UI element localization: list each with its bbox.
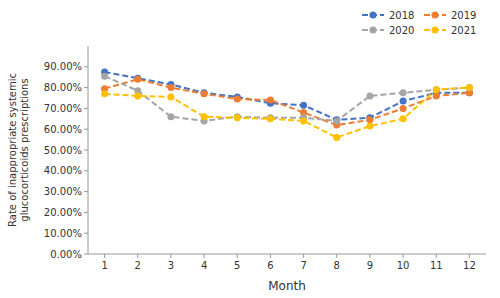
legend-label: 2020 xyxy=(389,25,414,36)
x-tick-label: 3 xyxy=(168,260,174,271)
point xyxy=(400,105,407,112)
chart: 0.00% 10.00% 20.00% 30.00% 40.00% 50.00% 60.00… xyxy=(0,0,500,298)
point xyxy=(366,116,373,123)
x-tick xyxy=(237,254,238,258)
point xyxy=(134,92,141,99)
legend-label: 2018 xyxy=(389,10,414,21)
x-tick xyxy=(436,254,437,258)
y-tick-label: 10.00% xyxy=(44,228,82,239)
y-axis-label-line: Rate of inappropriate systemic xyxy=(7,73,18,227)
x-tick xyxy=(104,254,105,258)
series xyxy=(101,76,473,129)
x-tick-label: 2 xyxy=(135,260,141,271)
point xyxy=(366,123,373,130)
x-tick-label: 1 xyxy=(101,260,107,271)
series xyxy=(101,73,473,125)
x-axis-line xyxy=(88,254,486,255)
x-tick xyxy=(336,254,337,258)
point xyxy=(267,97,274,104)
point xyxy=(400,115,407,122)
series xyxy=(101,69,473,124)
point xyxy=(167,113,174,120)
point xyxy=(400,89,407,96)
point xyxy=(234,114,241,121)
series-line xyxy=(105,88,470,138)
point xyxy=(366,92,373,99)
x-tick xyxy=(469,254,470,258)
point xyxy=(300,117,307,124)
x-tick xyxy=(170,254,171,258)
series-line xyxy=(105,76,470,121)
x-tick-label: 11 xyxy=(430,260,443,271)
point xyxy=(433,92,440,99)
point xyxy=(101,90,108,97)
legend-marker xyxy=(370,27,377,34)
x-tick-label: 12 xyxy=(463,260,476,271)
y-tick-label: 90.00% xyxy=(44,61,82,72)
x-tick-label: 8 xyxy=(334,260,340,271)
y-tick-label: 80.00% xyxy=(44,82,82,93)
y-tick-label: 40.00% xyxy=(44,165,82,176)
point xyxy=(433,86,440,93)
x-tick-label: 4 xyxy=(201,260,207,271)
y-axis-label: Rate of inappropriate systemicglucocorti… xyxy=(7,73,30,227)
legend-marker xyxy=(432,27,439,34)
point xyxy=(201,90,208,97)
x-axis-label: Month xyxy=(268,279,306,293)
x-tick-label: 5 xyxy=(234,260,240,271)
point xyxy=(433,86,440,93)
y-tick xyxy=(84,150,88,151)
y-tick-label: 60.00% xyxy=(44,124,82,135)
point xyxy=(201,113,208,120)
x-tick xyxy=(369,254,370,258)
y-tick xyxy=(84,108,88,109)
x-tick xyxy=(403,254,404,258)
y-tick xyxy=(84,191,88,192)
legend-marker xyxy=(432,12,439,19)
point xyxy=(400,98,407,105)
legend-label: 2021 xyxy=(451,25,476,36)
legend: 2018 2019 2020 2021 xyxy=(362,10,476,36)
y-tick-label: 30.00% xyxy=(44,186,82,197)
point xyxy=(101,73,108,80)
x-tick-label: 7 xyxy=(300,260,306,271)
point xyxy=(466,84,473,91)
x-tick xyxy=(204,254,205,258)
x-tick-label: 9 xyxy=(367,260,373,271)
y-tick-label: 50.00% xyxy=(44,145,82,156)
point xyxy=(333,134,340,141)
y-tick xyxy=(84,129,88,130)
x-tick xyxy=(270,254,271,258)
y-tick xyxy=(84,254,88,255)
point xyxy=(167,93,174,100)
point xyxy=(234,96,241,103)
legend-marker xyxy=(370,12,377,19)
x-tick xyxy=(137,254,138,258)
point xyxy=(333,117,340,124)
point xyxy=(167,84,174,91)
x-tick-label: 10 xyxy=(397,260,410,271)
point xyxy=(466,84,473,91)
y-tick xyxy=(84,66,88,67)
plot-area xyxy=(101,69,473,142)
y-tick xyxy=(84,233,88,234)
legend-label: 2019 xyxy=(451,10,476,21)
y-tick xyxy=(84,212,88,213)
point xyxy=(134,76,141,83)
x-tick-label: 6 xyxy=(267,260,273,271)
y-axis-label-line: glucocorticoids prescriptions xyxy=(19,78,30,221)
y-tick xyxy=(84,87,88,88)
y-tick-label: 70.00% xyxy=(44,103,82,114)
point xyxy=(300,102,307,109)
y-tick-label: 20.00% xyxy=(44,207,82,218)
x-tick xyxy=(303,254,304,258)
point xyxy=(267,115,274,122)
y-tick-label: 0.00% xyxy=(50,249,82,260)
y-tick xyxy=(84,170,88,171)
series xyxy=(101,84,473,141)
